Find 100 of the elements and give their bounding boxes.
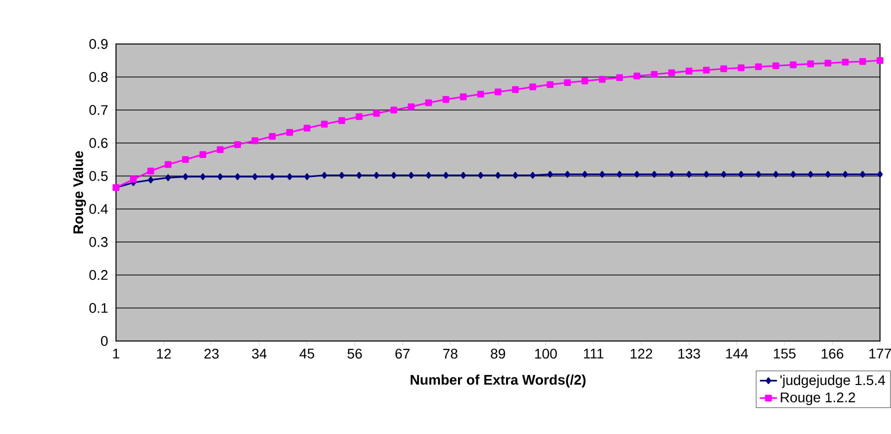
- x-tick-label: 23: [204, 348, 219, 359]
- legend-label: 'judgejudge 1.5.4: [780, 374, 886, 388]
- point: [408, 172, 414, 179]
- point: [234, 141, 241, 148]
- y-tick-label: 0.1: [89, 303, 108, 313]
- point: [686, 68, 692, 74]
- point: [338, 172, 344, 179]
- point: [512, 172, 518, 179]
- point: [268, 133, 276, 140]
- x-axis-title: Number of Extra Words(/2): [410, 374, 586, 388]
- point: [652, 170, 658, 178]
- point: [790, 61, 797, 68]
- point: [755, 63, 762, 70]
- x-tick-label: 1: [113, 348, 120, 358]
- point: [876, 57, 884, 64]
- y-axis-title: Rouge Value: [72, 151, 86, 234]
- y-tick-label: 0.4: [89, 204, 108, 214]
- x-tick-label: 89: [490, 348, 506, 359]
- point: [442, 96, 450, 103]
- point: [408, 103, 415, 110]
- point: [199, 151, 206, 158]
- point: [598, 76, 606, 83]
- point: [495, 172, 501, 179]
- point: [286, 129, 294, 136]
- point: [773, 170, 779, 178]
- point: [530, 172, 536, 179]
- point: [373, 110, 380, 117]
- point: [252, 137, 258, 144]
- point: [564, 79, 571, 86]
- point: [720, 65, 728, 72]
- point: [704, 170, 710, 178]
- point: [668, 69, 676, 76]
- x-tick-label: 155: [774, 348, 796, 359]
- x-tick-label: 78: [443, 348, 458, 359]
- point: [616, 74, 623, 82]
- point: [390, 106, 398, 114]
- point: [304, 124, 310, 132]
- point: [859, 58, 866, 65]
- x-tick-label: 122: [630, 348, 652, 359]
- point: [825, 170, 831, 178]
- point: [425, 99, 432, 106]
- x-tick-label: 12: [157, 348, 171, 359]
- point: [304, 173, 310, 180]
- point: [477, 90, 484, 98]
- x-tick-label: 111: [584, 348, 604, 358]
- point: [147, 168, 154, 174]
- point: [790, 170, 796, 178]
- legend-label: Rouge 1.2.2: [780, 392, 855, 406]
- point: [322, 172, 328, 179]
- point: [582, 170, 588, 178]
- point: [772, 62, 780, 70]
- point: [217, 173, 223, 180]
- point: [650, 70, 658, 78]
- point: [270, 173, 276, 180]
- point: [426, 172, 432, 179]
- y-tick-label: 0.2: [89, 270, 108, 280]
- point: [529, 84, 536, 90]
- x-tick-label: 67: [395, 348, 410, 359]
- point: [200, 173, 206, 180]
- point: [182, 156, 189, 163]
- y-tick-label: 0.3: [89, 237, 108, 247]
- point: [148, 176, 154, 184]
- point: [512, 86, 519, 93]
- point: [599, 170, 605, 178]
- y-tick-label: 0.8: [89, 72, 108, 82]
- point: [877, 170, 883, 178]
- point: [460, 93, 467, 100]
- x-tick-label: 177: [869, 348, 891, 358]
- x-tick-label: 45: [300, 348, 314, 359]
- point: [860, 170, 866, 178]
- point: [546, 81, 554, 88]
- point: [824, 60, 832, 67]
- point: [252, 173, 258, 180]
- point: [634, 170, 640, 178]
- point: [756, 170, 762, 178]
- x-tick-label: 100: [535, 348, 557, 359]
- x-tick-label: 34: [252, 348, 267, 359]
- x-tick-label: 166: [822, 348, 844, 359]
- point: [686, 170, 692, 178]
- x-tick-label: 56: [348, 348, 362, 359]
- point: [668, 170, 674, 178]
- point: [165, 174, 171, 182]
- point: [374, 172, 380, 179]
- point: [286, 173, 292, 180]
- point: [494, 88, 502, 96]
- x-tick-label: 133: [678, 348, 700, 359]
- point: [702, 66, 710, 74]
- point: [478, 172, 484, 179]
- point: [216, 146, 224, 153]
- point: [738, 64, 744, 72]
- y-tick-label: 0: [101, 336, 108, 346]
- point: [634, 72, 640, 80]
- point: [842, 170, 848, 178]
- point: [581, 78, 588, 84]
- point: [320, 120, 328, 128]
- point: [356, 113, 362, 120]
- point: [616, 170, 622, 178]
- point: [460, 172, 466, 179]
- point: [164, 161, 172, 168]
- y-tick-label: 0.6: [89, 138, 108, 148]
